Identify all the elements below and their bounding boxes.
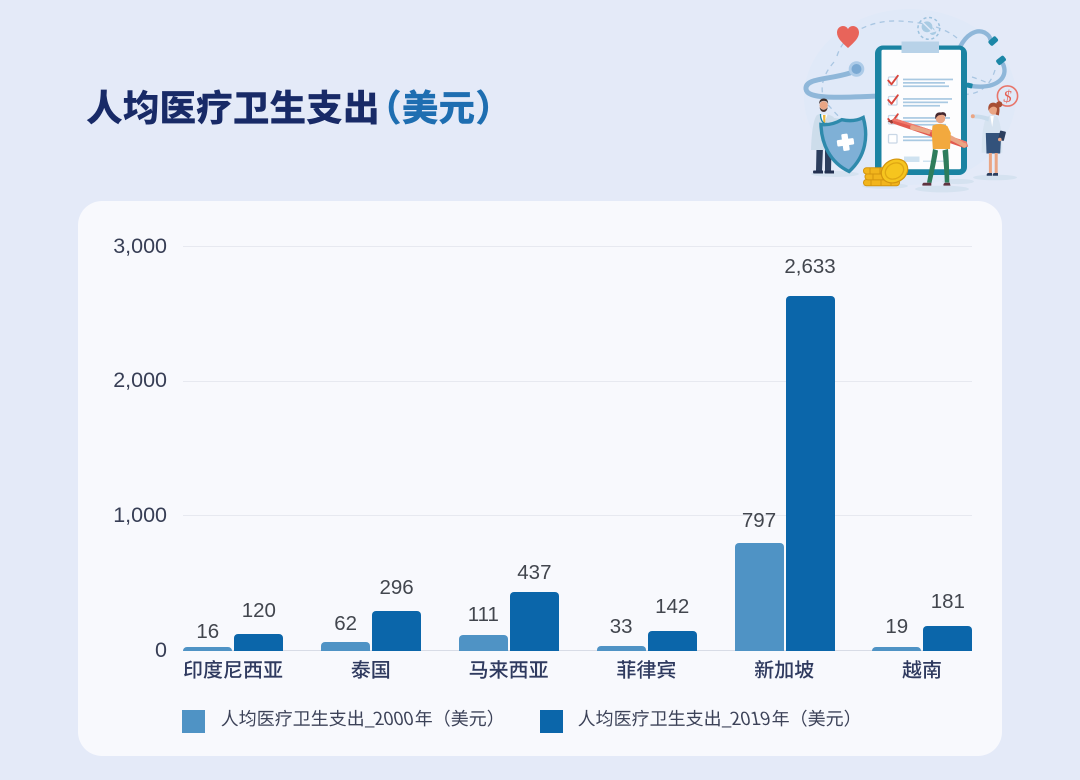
svg-text:$: $ xyxy=(1003,87,1012,106)
